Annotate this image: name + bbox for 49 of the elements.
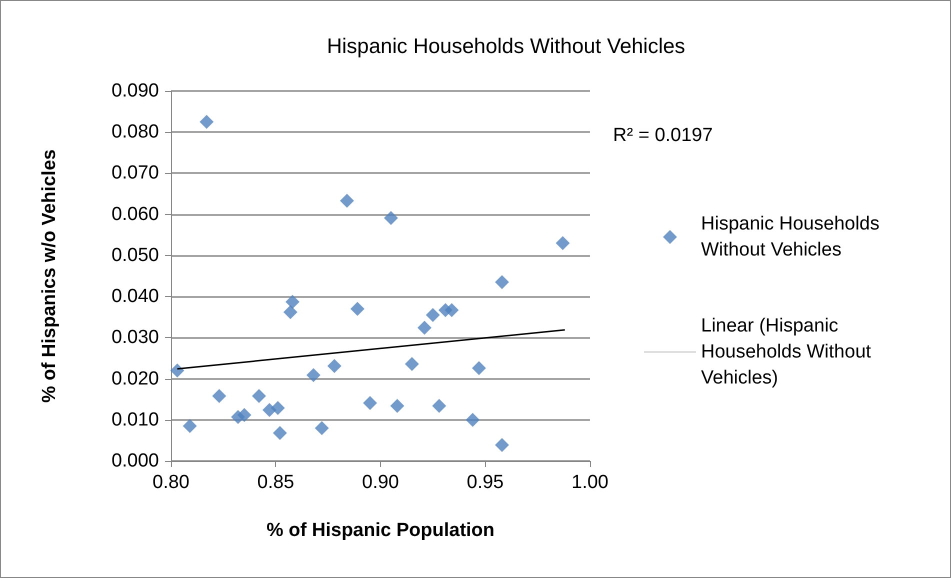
point: [272, 426, 287, 440]
point: [283, 305, 298, 320]
point: [350, 302, 364, 316]
point: [472, 361, 486, 376]
point: [327, 359, 342, 374]
point: [252, 389, 266, 404]
point: [200, 114, 214, 129]
text: R² = 0.0197: [613, 125, 713, 146]
point: [404, 356, 419, 371]
x-tick-label: 0.90: [362, 472, 399, 493]
point: [390, 398, 404, 413]
point: [495, 275, 510, 290]
point: [306, 368, 320, 382]
chart-title: Hispanic Households Without Vehicles: [326, 35, 686, 58]
y-tick-label: 0.080: [111, 122, 159, 143]
y-tick-label: 0.090: [111, 80, 159, 102]
legend-label: Hispanic Households Without Vehicles: [701, 214, 885, 260]
point: [426, 308, 440, 322]
point: [314, 421, 329, 436]
x-axis-title: % of Hispanic Population: [266, 520, 495, 541]
y-tick-label: 0.040: [111, 286, 159, 308]
point: [384, 211, 398, 226]
y-tick-label: 0.060: [111, 204, 159, 225]
point: [363, 396, 378, 410]
legend-label: Linear (Hispanic Households Without Vehicles): [701, 316, 876, 388]
y-axis-title: % of Hispanics w/o Vehicles: [39, 149, 60, 403]
point: [340, 194, 354, 208]
y-tick-label: 0.000: [111, 450, 159, 472]
y-tick-label: 0.070: [111, 162, 159, 184]
x-tick-label: 1.00: [572, 472, 608, 493]
point: [237, 408, 252, 422]
point: [170, 364, 184, 378]
y-tick-label: 0.030: [111, 327, 159, 348]
point: [495, 438, 510, 452]
point: [432, 398, 446, 413]
y-tick-label: 0.020: [111, 368, 159, 390]
point: [286, 294, 300, 309]
point: [556, 236, 570, 250]
point: [270, 400, 285, 415]
x-tick-label: 0.95: [466, 472, 504, 493]
point: [212, 389, 226, 404]
x-tick-label: 0.85: [257, 472, 294, 493]
y-tick-label: 0.050: [111, 244, 159, 266]
point: [466, 412, 480, 427]
point: [444, 303, 459, 318]
point: [417, 320, 432, 335]
y-tick-label: 0.010: [111, 409, 159, 430]
point: [182, 419, 197, 434]
x-tick-label: 0.80: [152, 472, 190, 493]
